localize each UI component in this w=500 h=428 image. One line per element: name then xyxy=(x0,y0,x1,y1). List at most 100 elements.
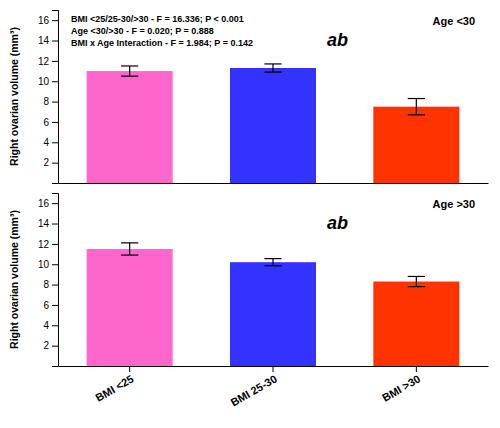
error-bar xyxy=(264,259,281,266)
annotation: Age >30 xyxy=(433,198,476,210)
tick-mark xyxy=(416,366,417,372)
tick: 16 xyxy=(38,198,58,209)
tick-mark xyxy=(52,224,58,225)
bar xyxy=(373,107,459,183)
axis-line xyxy=(52,194,59,367)
tick-mark xyxy=(52,81,58,82)
tick-label: 6 xyxy=(43,300,49,311)
chart: 2 4 6 8 10 12 14 16 Right ovarian volume (mm³) Ag… xyxy=(0,0,500,428)
error-cap xyxy=(264,63,281,64)
annotation: BMI x Age Interaction - F = 1.984; P = 0… xyxy=(71,38,253,48)
tick-label: 14 xyxy=(38,35,50,46)
tick-mark xyxy=(52,163,58,164)
tick-label: 10 xyxy=(38,76,50,87)
error-cap xyxy=(121,254,138,255)
annotation: ab xyxy=(327,30,348,50)
tick: 8 xyxy=(43,96,58,107)
y-axis-title: Right ovarian volume (mm³) xyxy=(8,210,20,349)
error-cap xyxy=(264,71,281,72)
error-cap xyxy=(264,258,281,259)
tick-mark xyxy=(273,366,274,372)
tick: 6 xyxy=(43,300,58,311)
error-line xyxy=(416,99,417,115)
tick-mark xyxy=(52,102,58,103)
bar xyxy=(373,282,459,366)
y-axis: 2 4 6 8 10 12 14 16 xyxy=(38,11,59,184)
tick-label: BMI 25-30 xyxy=(228,372,278,408)
tick-label: 12 xyxy=(38,239,50,250)
marks xyxy=(87,243,460,366)
error-cap xyxy=(121,76,138,77)
tick-mark xyxy=(52,203,58,204)
tick: 2 xyxy=(43,340,58,351)
tick-label: 2 xyxy=(43,340,49,351)
tick-label: 4 xyxy=(43,137,49,148)
bar xyxy=(87,71,173,183)
error-cap xyxy=(408,114,425,115)
annotation: ab xyxy=(327,213,348,233)
tick: 2 xyxy=(43,157,58,168)
error-cap xyxy=(121,242,138,243)
tick: 16 xyxy=(38,15,58,26)
y-axis: 2 4 6 8 10 12 14 16 xyxy=(38,194,59,367)
tick: 8 xyxy=(43,279,58,290)
axis-line xyxy=(59,183,489,184)
error-bar xyxy=(264,64,281,72)
tick-label: 12 xyxy=(38,56,50,67)
tick-mark xyxy=(52,346,58,347)
tick-mark xyxy=(129,366,130,372)
error-cap xyxy=(408,276,425,277)
tick: 10 xyxy=(38,76,58,87)
tick-label: 16 xyxy=(38,198,50,209)
tick-mark xyxy=(52,264,58,265)
tick-label: 8 xyxy=(43,279,49,290)
bar xyxy=(230,262,316,366)
axis-line xyxy=(52,11,59,184)
tick-label: 6 xyxy=(43,117,49,128)
tick-mark xyxy=(52,41,58,42)
tick-label: 16 xyxy=(38,15,50,26)
tick-mark xyxy=(52,142,58,143)
tick-mark xyxy=(52,20,58,21)
tick-mark xyxy=(52,122,58,123)
error-cap xyxy=(408,98,425,99)
bar xyxy=(230,68,316,183)
tick-mark xyxy=(52,325,58,326)
error-cap xyxy=(121,65,138,66)
tick-mark xyxy=(52,244,58,245)
tick: BMI 25-30 xyxy=(228,366,278,409)
tick-label: BMI <25 xyxy=(93,372,135,403)
tick-label: 8 xyxy=(43,96,49,107)
tick-label: 4 xyxy=(43,320,49,331)
error-cap xyxy=(408,286,425,287)
panel: 2 4 6 8 10 12 14 16 BMI <25 BMI 25-30 BMI >30 Right… xyxy=(8,194,489,409)
annotation: Age <30 xyxy=(433,15,476,27)
error-line xyxy=(272,259,273,266)
tick: 14 xyxy=(38,218,58,229)
tick-label: 2 xyxy=(43,157,49,168)
annotation: BMI <25/25-30/>30 - F = 16.336; P < 0.00… xyxy=(71,14,244,24)
tick-label: 10 xyxy=(38,259,50,270)
tick-mark xyxy=(52,61,58,62)
error-line xyxy=(272,64,273,72)
tick-mark xyxy=(52,305,58,306)
tick: 10 xyxy=(38,259,58,270)
error-bar xyxy=(408,276,425,286)
error-bar xyxy=(121,66,138,76)
tick: 4 xyxy=(43,320,58,331)
x-axis: BMI <25 BMI 25-30 BMI >30 xyxy=(59,366,489,409)
tick-mark xyxy=(52,285,58,286)
marks xyxy=(87,64,460,183)
x-axis xyxy=(59,183,489,185)
tick: 6 xyxy=(43,117,58,128)
tick: 14 xyxy=(38,35,58,46)
tick: BMI <25 xyxy=(93,366,135,404)
panel: 2 4 6 8 10 12 14 16 Right ovarian volume (mm³) Ag… xyxy=(8,11,489,184)
tick-label: 14 xyxy=(38,218,50,229)
y-axis-title: Right ovarian volume (mm³) xyxy=(8,27,20,166)
error-bar xyxy=(121,243,138,255)
annotation: Age <30/>30 - F = 0.020; P = 0.888 xyxy=(71,26,214,36)
tick: 4 xyxy=(43,137,58,148)
tick-label: BMI >30 xyxy=(380,372,422,403)
error-line xyxy=(416,276,417,286)
